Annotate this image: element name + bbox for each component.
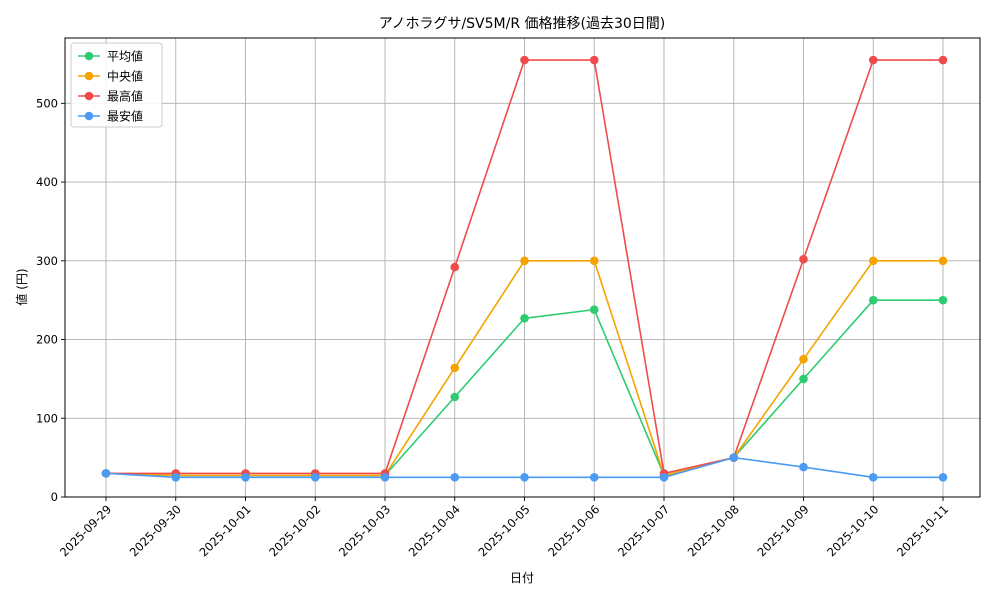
legend-marker-min (84, 111, 94, 121)
legend-entry-max: 最高値 (78, 89, 143, 104)
y-axis-label: 値 (円) (14, 268, 29, 305)
series-3-point (450, 473, 460, 482)
series-0-point (589, 305, 599, 314)
legend-entry-min: 最安値 (78, 109, 143, 124)
legend-marker-average (84, 51, 94, 61)
series-2-point (520, 55, 529, 65)
axes-frame (64, 37, 981, 498)
series-1-point (868, 256, 878, 266)
series-2-point (589, 55, 599, 65)
series-3-point (310, 473, 320, 482)
legend-label-median: 中央値 (107, 69, 143, 84)
y-tick-label: 100 (36, 411, 58, 425)
y-tick-label: 200 (36, 333, 58, 347)
series-1-point (450, 363, 460, 373)
series-1-point (589, 256, 599, 266)
series-0-point (938, 295, 948, 305)
y-tick-label: 0 (51, 490, 58, 504)
series-2-point (450, 262, 460, 272)
legend-entry-average: 平均値 (78, 49, 143, 64)
chart-title: アノホラグサ/SV5M/R 価格推移(過去30日間) (379, 16, 666, 32)
series-3-point (241, 473, 250, 482)
series-3-point (380, 473, 390, 482)
series-0-point (520, 313, 529, 323)
plot-area (101, 55, 948, 482)
series-3-point (589, 473, 599, 482)
series-0-point (868, 295, 878, 305)
legend-label-max: 最高値 (107, 89, 143, 104)
legend-label-min: 最安値 (107, 109, 143, 124)
series-3-point (868, 473, 878, 482)
legend-box (70, 42, 163, 128)
series-3-point (938, 473, 948, 482)
series-3-point (171, 473, 181, 482)
legend-marker-median (84, 71, 94, 81)
series-2-point (868, 55, 878, 65)
series-0-point (799, 374, 808, 384)
series-3-point (101, 469, 111, 478)
series-0-point (450, 392, 460, 402)
series-group-3 (101, 453, 948, 482)
legend-label-average: 平均値 (107, 49, 143, 64)
series-1-point (938, 256, 948, 266)
y-tick-label: 300 (36, 254, 58, 268)
y-tick-label: 400 (36, 175, 58, 189)
series-3-point (520, 473, 529, 482)
legend-marker-max (84, 91, 94, 101)
series-1-point (520, 256, 529, 266)
legend-entry-median: 中央値 (78, 69, 143, 84)
series-3-point (799, 462, 808, 472)
series-2-point (938, 55, 948, 65)
series-2-point (799, 254, 808, 264)
x-axis-label: 日付 (510, 571, 534, 585)
series-3-point (659, 473, 669, 482)
legend: 平均値 中央値 最高値 最安値 (70, 42, 163, 128)
series-1-point (799, 354, 808, 364)
series-3-point (729, 453, 739, 462)
y-tick-label: 500 (36, 96, 58, 110)
